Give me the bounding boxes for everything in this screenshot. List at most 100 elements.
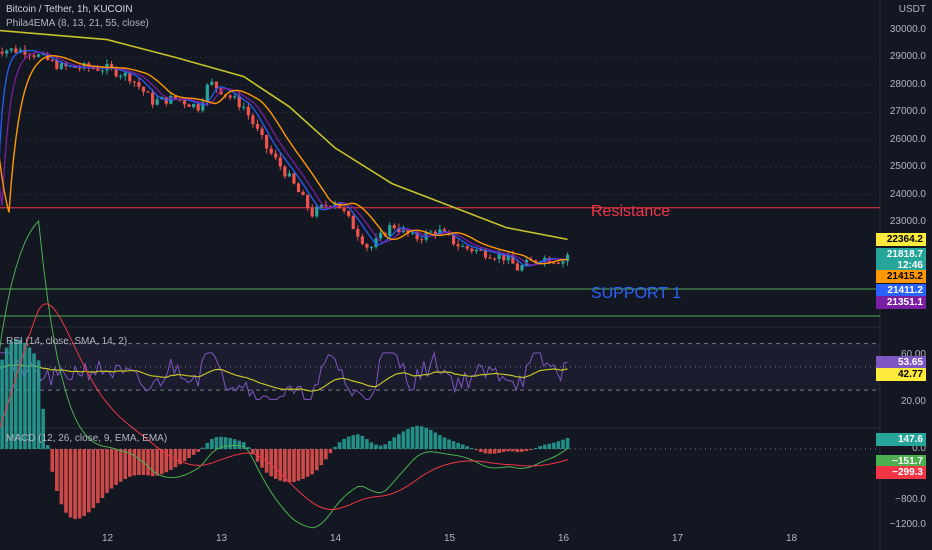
macd-histogram-bar <box>305 449 310 477</box>
candle-body <box>347 210 351 216</box>
macd-histogram-bar <box>41 408 45 449</box>
candle-body <box>365 244 369 248</box>
candle-body <box>461 246 465 248</box>
macd-histogram-bar <box>237 440 242 449</box>
macd-histogram-bar <box>105 449 109 493</box>
macd-histogram-bar <box>14 339 18 449</box>
candle-body <box>283 166 287 177</box>
rsi-title[interactable]: RSI (14, close, SMA, 14, 2) <box>6 336 128 347</box>
candle-body <box>502 254 506 261</box>
candle-body <box>78 67 82 69</box>
macd-histogram-bar <box>283 449 287 482</box>
candle-body <box>210 81 214 85</box>
candle-body <box>228 95 232 98</box>
time-tick-label: 13 <box>216 533 228 544</box>
price-tick-label: 27000.0 <box>889 106 926 118</box>
candle-body <box>561 261 565 264</box>
macd-histogram-bar <box>442 437 447 449</box>
macd-histogram-bar <box>150 449 155 477</box>
macd-histogram-bar <box>169 449 173 470</box>
candle-body <box>374 238 378 248</box>
support-annotation[interactable]: SUPPORT 1 <box>591 285 682 302</box>
macd-histogram-bar <box>82 449 86 516</box>
macd-histogram-bar <box>187 449 191 459</box>
macd-histogram-bar <box>433 432 438 449</box>
macd-histogram-bar <box>123 449 128 480</box>
macd-histogram-bar <box>314 449 319 471</box>
macd-badge: −299.3 <box>876 466 926 479</box>
price-badge: 22364.2 <box>876 233 926 246</box>
candle-body <box>251 115 255 125</box>
candle-body <box>260 128 264 136</box>
macd-histogram-bar <box>451 441 456 449</box>
macd-histogram-bar <box>269 449 273 477</box>
candle-body <box>23 49 27 55</box>
time-tick-label: 18 <box>786 533 798 544</box>
macd-histogram-bar <box>36 360 41 449</box>
ema13-line <box>0 51 568 266</box>
macd-histogram-bar <box>392 437 397 449</box>
macd-histogram-bar <box>387 441 392 449</box>
candle-body <box>451 234 456 245</box>
macd-histogram-bar <box>114 449 118 485</box>
rsi-tick-label: 20.00 <box>900 395 926 407</box>
candle-body <box>278 157 282 167</box>
macd-histogram-bar <box>292 449 296 483</box>
candle-body <box>237 96 241 108</box>
time-tick-label: 14 <box>330 533 342 544</box>
macd-histogram-bar <box>356 434 360 449</box>
ema-indicator-title[interactable]: Phila4EMA (8, 13, 21, 55, close) <box>6 18 149 29</box>
macd-title[interactable]: MACD (12, 26, close, 9, EMA, EMA) <box>6 433 168 444</box>
candle-body <box>132 81 136 83</box>
macd-histogram-bar <box>342 438 346 449</box>
candle-body <box>319 205 323 208</box>
signal-line <box>0 303 568 511</box>
candle-body <box>456 244 460 247</box>
macd-histogram-bar <box>4 347 9 449</box>
candle-body <box>269 148 273 154</box>
macd-tick-label: 0.0 <box>912 443 926 454</box>
price-badge: 21818.7 <box>876 248 926 261</box>
ema21-line <box>0 55 568 265</box>
macd-histogram-bar <box>365 439 369 449</box>
macd-histogram-bar <box>360 435 365 449</box>
macd-histogram-bar <box>191 449 196 455</box>
price-tick-label: 30000.0 <box>889 24 926 35</box>
macd-histogram-bar <box>479 449 483 453</box>
candle-body <box>0 51 4 54</box>
time-tick-label: 12 <box>102 533 114 544</box>
candle-body <box>379 232 383 239</box>
resistance-annotation[interactable]: Resistance <box>591 203 671 220</box>
time-tick-label: 15 <box>444 533 456 544</box>
macd-histogram-bar <box>232 439 237 449</box>
candle-body <box>137 82 141 87</box>
candle-body <box>14 48 18 53</box>
candle-body <box>196 103 200 111</box>
macd-histogram-bar <box>406 428 410 449</box>
candle-body <box>465 246 469 249</box>
price-tick-label: 28000.0 <box>889 78 926 90</box>
candle-body <box>50 59 54 61</box>
macd-histogram-bar <box>59 449 64 505</box>
macd-histogram-bar <box>328 449 333 454</box>
candle-body <box>146 91 150 93</box>
candle-body <box>274 153 278 158</box>
candle-body <box>556 262 561 264</box>
candle-body <box>296 183 301 193</box>
candle-body <box>356 229 360 237</box>
candle-body <box>205 84 209 102</box>
macd-histogram-bar <box>383 444 387 449</box>
macd-histogram-bar <box>465 446 470 449</box>
symbol-title[interactable]: Bitcoin / Tether, 1h, KUCOIN <box>6 4 133 15</box>
macd-histogram-bar <box>146 449 150 476</box>
macd-histogram-bar <box>561 439 565 449</box>
candle-body <box>233 96 237 98</box>
macd-histogram-bar <box>0 359 4 449</box>
macd-histogram-bar <box>529 449 533 450</box>
candle-body <box>483 250 488 258</box>
macd-histogram-bar <box>18 339 23 449</box>
macd-histogram-bar <box>32 353 36 449</box>
macd-histogram-bar <box>96 449 100 504</box>
candle-body <box>474 249 478 252</box>
